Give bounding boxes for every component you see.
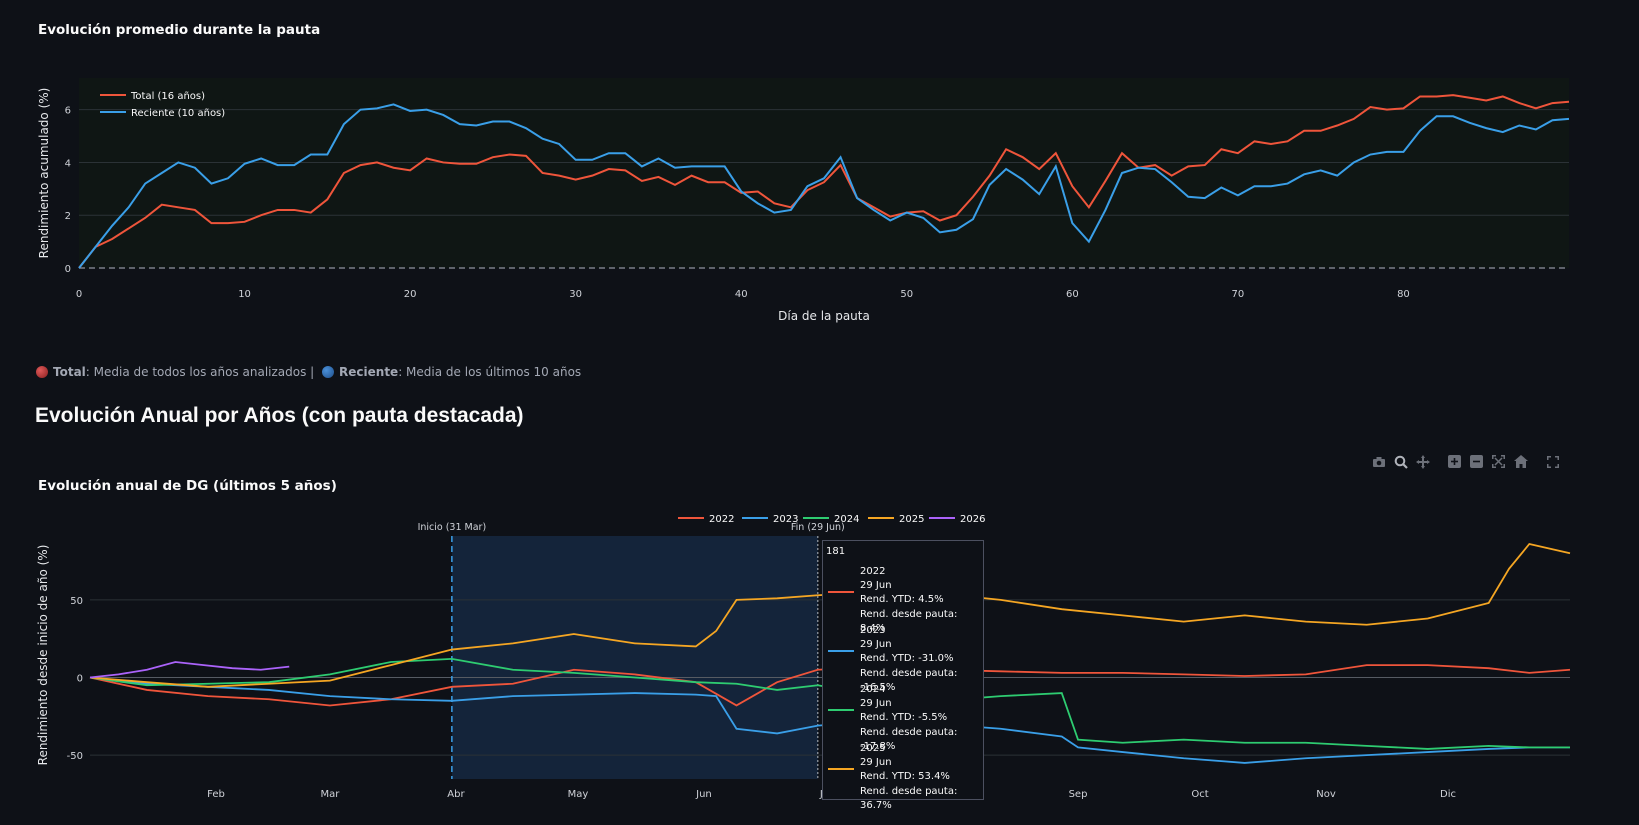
tooltip-date: 29 Jun [860,698,892,710]
chart1-ytick-label: 2 [65,211,71,222]
note-total-label: Total [53,365,86,379]
tooltip-item: 2023 29 Jun Rend. YTD: -31.0% Rend. desde p… [823,624,983,693]
chart2-legend-label: 2022 [709,514,734,525]
chart1-legend-label: Total (16 años) [130,91,205,102]
tooltip-since: Rend. desde pauta: 8.4% [860,608,958,634]
tooltip-text: 2023 29 Jun Rend. YTD: -31.0% Rend. desde p… [860,624,983,695]
chart2-series-line-4 [89,661,290,679]
chart1-xlabel: Día de la pauta [778,309,870,323]
tooltip-date: 29 Jun [860,639,892,651]
chart2-ylabel: Rendimiento desde inicio de año (%) [36,545,50,766]
chart1-xtick-label: 50 [900,289,913,300]
start-marker-label: Inicio (31 Mar) [418,522,487,533]
chart-toolbar [1370,453,1561,470]
chart1-xtick-label: 40 [735,289,748,300]
autoscale-icon[interactable] [1490,453,1507,470]
chart1-plot-area [79,78,1569,268]
chart1-xtick-label: 80 [1397,289,1410,300]
chart2-legend-label: 2024 [834,514,859,525]
chart2-legend-label: 2026 [960,514,985,525]
tooltip-text: 2025 29 Jun Rend. YTD: 53.4% Rend. desde pa… [860,742,983,813]
note-total-text: : Media de todos los años analizados | [85,365,319,379]
zoom-out-icon[interactable] [1468,453,1485,470]
chart2-xtick-label: Sep [1069,789,1088,800]
chart2-xtick-label: Jun [695,789,712,800]
chart2-xtick-label: Nov [1316,789,1336,800]
tooltip-ytd: Rend. YTD: -5.5% [860,712,948,724]
chart2-xtick-label: Abr [447,789,465,800]
tooltip-ytd: Rend. YTD: -31.0% [860,653,954,665]
end-marker-label: Fin (29 Jun) [791,522,845,533]
chart1-legend-label: Reciente (10 años) [131,108,225,119]
zoom-icon[interactable] [1392,453,1409,470]
chart1-ytick-label: 6 [65,106,71,117]
tooltip-swatch [828,591,854,593]
tooltip-year: 2024 [860,684,886,695]
tooltip-text: 2024 29 Jun Rend. YTD: -5.5% Rend. desde pa… [860,683,983,754]
fullscreen-icon[interactable] [1544,453,1561,470]
tooltip-text: 2022 29 Jun Rend. YTD: 4.5% Rend. desde pau… [860,565,983,636]
chart1-xtick-label: 0 [76,289,82,300]
tooltip-since: Rend. desde pauta: -16.5% [860,667,958,693]
chart2-xtick-label: Feb [207,789,225,800]
chart1-ylabel: Rendimiento acumulado (%) [37,88,51,259]
chart2-ytick-label: 0 [77,674,83,685]
tooltip-swatch [828,709,854,711]
chart1-series-line-0 [78,94,1570,269]
chart2-title: Evolución anual de DG (últimos 5 años) [38,478,337,494]
chart2-legend-label: 2023 [773,514,798,525]
tooltip-year: 2025 [860,743,886,754]
section-heading: Evolución Anual por Años (con pauta dest… [35,404,524,427]
total-dot-icon [36,366,48,378]
note-recent-text: : Media de los últimos 10 años [398,365,582,379]
chart2-xtick-label: Oct [1191,789,1208,800]
chart2-legend-label: 2025 [899,514,924,525]
camera-icon[interactable] [1370,453,1387,470]
chart2-xtick-label: Dic [1440,789,1456,800]
chart1-xtick-label: 60 [1066,289,1079,300]
pan-icon[interactable] [1414,453,1431,470]
chart1-xtick-label: 10 [238,289,251,300]
tooltip-since: Rend. desde pauta: -17.8% [860,726,958,752]
recent-dot-icon [322,366,335,378]
note-recent-label: Reciente [339,365,399,379]
tooltip-since: Rend. desde pauta: 36.7% [860,785,958,811]
tooltip-header: 181 [826,546,846,557]
tooltip-item: 2022 29 Jun Rend. YTD: 4.5% Rend. desde pau… [823,565,983,634]
tooltip-item: 2024 29 Jun Rend. YTD: -5.5% Rend. desde pa… [823,683,983,752]
chart2-ytick-label: -50 [67,751,83,762]
chart1-series-line-1 [78,103,1570,269]
chart1-xtick-label: 70 [1232,289,1245,300]
tooltip-year: 2023 [860,625,886,636]
chart1-xtick-label: 30 [569,289,582,300]
tooltip-ytd: Rend. YTD: 53.4% [860,771,950,783]
tooltip-item: 2025 29 Jun Rend. YTD: 53.4% Rend. desde pa… [823,742,983,811]
chart2-xtick-label: May [568,789,589,800]
tooltip-swatch [828,768,854,770]
tooltip-ytd: Rend. YTD: 4.5% [860,594,944,606]
zoom-in-icon[interactable] [1446,453,1463,470]
tooltip-date: 29 Jun [860,757,892,769]
chart2-xtick-label: Mar [320,789,340,800]
home-icon[interactable] [1512,453,1529,470]
chart2-ytick-label: 50 [70,596,83,607]
tooltip-swatch [828,650,854,652]
chart1-ytick-label: 0 [65,264,71,275]
chart1-title: Evolución promedio durante la pauta [38,22,321,38]
highlight-band [451,536,818,779]
legend-note: Total : Media de todos los años analizad… [36,365,581,379]
tooltip-date: 29 Jun [860,580,892,592]
chart1-xtick-label: 20 [404,289,417,300]
chart1-ytick-label: 4 [65,158,71,169]
hover-tooltip: 181 2022 29 Jun Rend. YTD: 4.5% Rend. desde… [822,540,984,811]
tooltip-year: 2022 [860,566,886,577]
